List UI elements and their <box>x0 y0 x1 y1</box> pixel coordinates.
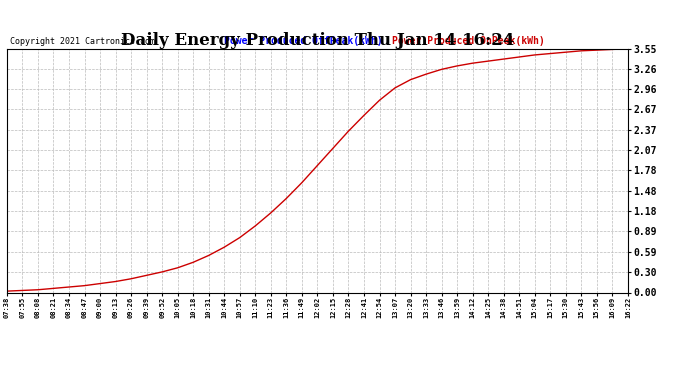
Text: Copyright 2021 Cartronics.com: Copyright 2021 Cartronics.com <box>10 38 155 46</box>
Text: Power Produced OffPeak(kWh): Power Produced OffPeak(kWh) <box>224 36 383 46</box>
Text: Power Produced OnPeak(kWh): Power Produced OnPeak(kWh) <box>392 36 544 46</box>
Title: Daily Energy Production Thu Jan 14 16:24: Daily Energy Production Thu Jan 14 16:24 <box>121 32 514 49</box>
